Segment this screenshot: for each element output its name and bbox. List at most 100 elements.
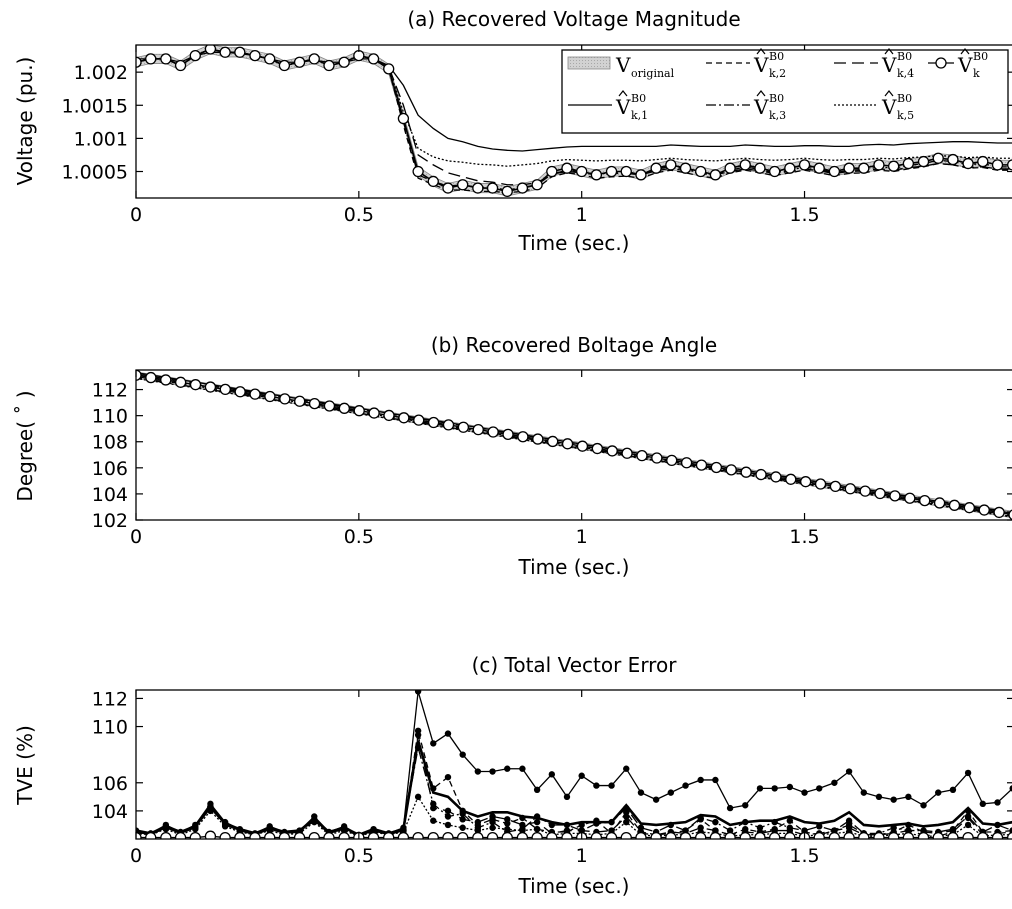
data-point	[875, 793, 883, 801]
data-point	[948, 499, 961, 511]
data-point	[459, 824, 466, 831]
x-tick-label: 1.5	[789, 204, 819, 226]
data-point	[831, 779, 838, 786]
data-point	[917, 155, 930, 168]
data-point	[174, 376, 187, 388]
data-point	[888, 831, 900, 839]
legend-sup: B0	[769, 50, 784, 63]
panel-voltage-magnitude: (a) Recovered Voltage Magnitude 0 0.5 1 1.5…	[13, 7, 1012, 255]
chart-title: (c) Total Vector Error	[472, 653, 678, 677]
data-point	[695, 165, 707, 178]
y-axis-label: Degree( ˚ )	[13, 390, 37, 501]
data-point	[383, 63, 395, 75]
y-tick-label: 106	[92, 773, 128, 795]
series-line-k-4	[136, 734, 1012, 837]
data-point	[442, 419, 455, 431]
data-point	[739, 159, 751, 171]
data-point	[785, 473, 797, 485]
data-point	[145, 831, 157, 839]
legend-swatch	[567, 56, 611, 70]
data-point	[576, 165, 588, 178]
y-tick-label: 108	[92, 432, 128, 454]
data-point	[813, 831, 825, 839]
y-tick-label: 1.001	[74, 128, 128, 150]
data-point	[397, 112, 410, 125]
x-axis-label: Time (sec.)	[518, 874, 630, 898]
data-point	[801, 789, 808, 796]
data-point	[204, 830, 217, 839]
data-point	[323, 59, 335, 72]
data-point	[430, 804, 437, 812]
data-point	[308, 53, 320, 65]
legend-label: V	[881, 53, 897, 77]
data-point	[489, 813, 496, 820]
data-point	[623, 818, 630, 826]
data-point	[964, 821, 972, 829]
chart-title: (a) Recovered Voltage Magnitude	[407, 7, 740, 31]
data-point	[489, 818, 496, 826]
legend-label: V	[753, 53, 769, 77]
data-point	[294, 395, 306, 407]
plot-frame	[135, 44, 1012, 199]
data-point	[636, 449, 648, 462]
data-point	[935, 789, 942, 796]
data-point	[889, 490, 901, 502]
series-line-k-2	[136, 730, 1012, 837]
data-point	[666, 454, 678, 467]
legend-label: V	[881, 95, 897, 119]
data-point	[234, 831, 246, 839]
data-point	[860, 789, 868, 796]
data-point	[756, 824, 764, 831]
legend-label: V	[615, 53, 631, 77]
data-point	[843, 831, 855, 839]
data-point	[338, 402, 350, 414]
data-point	[444, 807, 452, 815]
data-point	[697, 776, 704, 784]
data-point	[219, 831, 231, 839]
data-point	[637, 824, 645, 831]
y-axis-label: TVE (%)	[13, 725, 37, 806]
data-point	[474, 768, 482, 775]
data-point	[977, 155, 989, 168]
data-point	[991, 159, 1004, 171]
data-point	[204, 381, 217, 393]
legend-hat	[884, 90, 894, 97]
data-point	[784, 831, 796, 839]
data-point	[917, 831, 930, 839]
chart-title: (b) Recovered Boltage Angle	[431, 333, 717, 357]
data-point	[249, 831, 261, 839]
y-tick-label: 110	[92, 406, 128, 428]
data-point	[740, 466, 752, 478]
data-point	[219, 383, 231, 396]
series-line-k-1	[136, 691, 1012, 836]
y-tick-label: 110	[92, 717, 128, 739]
data-point	[472, 182, 484, 194]
data-point	[591, 442, 603, 455]
panel-voltage-angle: (b) Recovered Boltage Angle 0 0.5 1 1.5 102 1…	[13, 333, 1012, 579]
data-point	[859, 485, 871, 497]
data-point	[367, 53, 380, 65]
data-point	[353, 405, 365, 417]
data-point	[888, 160, 900, 172]
data-point	[650, 831, 662, 839]
data-point	[145, 53, 157, 65]
data-point	[665, 831, 677, 839]
data-point	[933, 497, 946, 509]
data-point	[264, 390, 276, 403]
data-point	[204, 45, 217, 55]
data-point	[145, 371, 157, 384]
data-point	[430, 740, 437, 747]
tick-layer: 0 0.5 1 1.5 104 106 110 112	[92, 688, 1012, 867]
data-point	[487, 426, 499, 438]
data-point	[1007, 159, 1012, 171]
legend-sup: B0	[897, 50, 912, 63]
x-tick-label: 0	[130, 845, 142, 867]
data-point	[308, 831, 320, 839]
y-tick-label: 104	[92, 484, 128, 506]
data-point	[501, 185, 513, 198]
data-point	[667, 789, 675, 796]
legend-hat	[884, 48, 894, 55]
data-point	[504, 816, 511, 823]
tick-layer: 0 0.5 1 1.5 102 104 106 108 110 112	[92, 370, 1012, 548]
data-point	[160, 831, 172, 839]
